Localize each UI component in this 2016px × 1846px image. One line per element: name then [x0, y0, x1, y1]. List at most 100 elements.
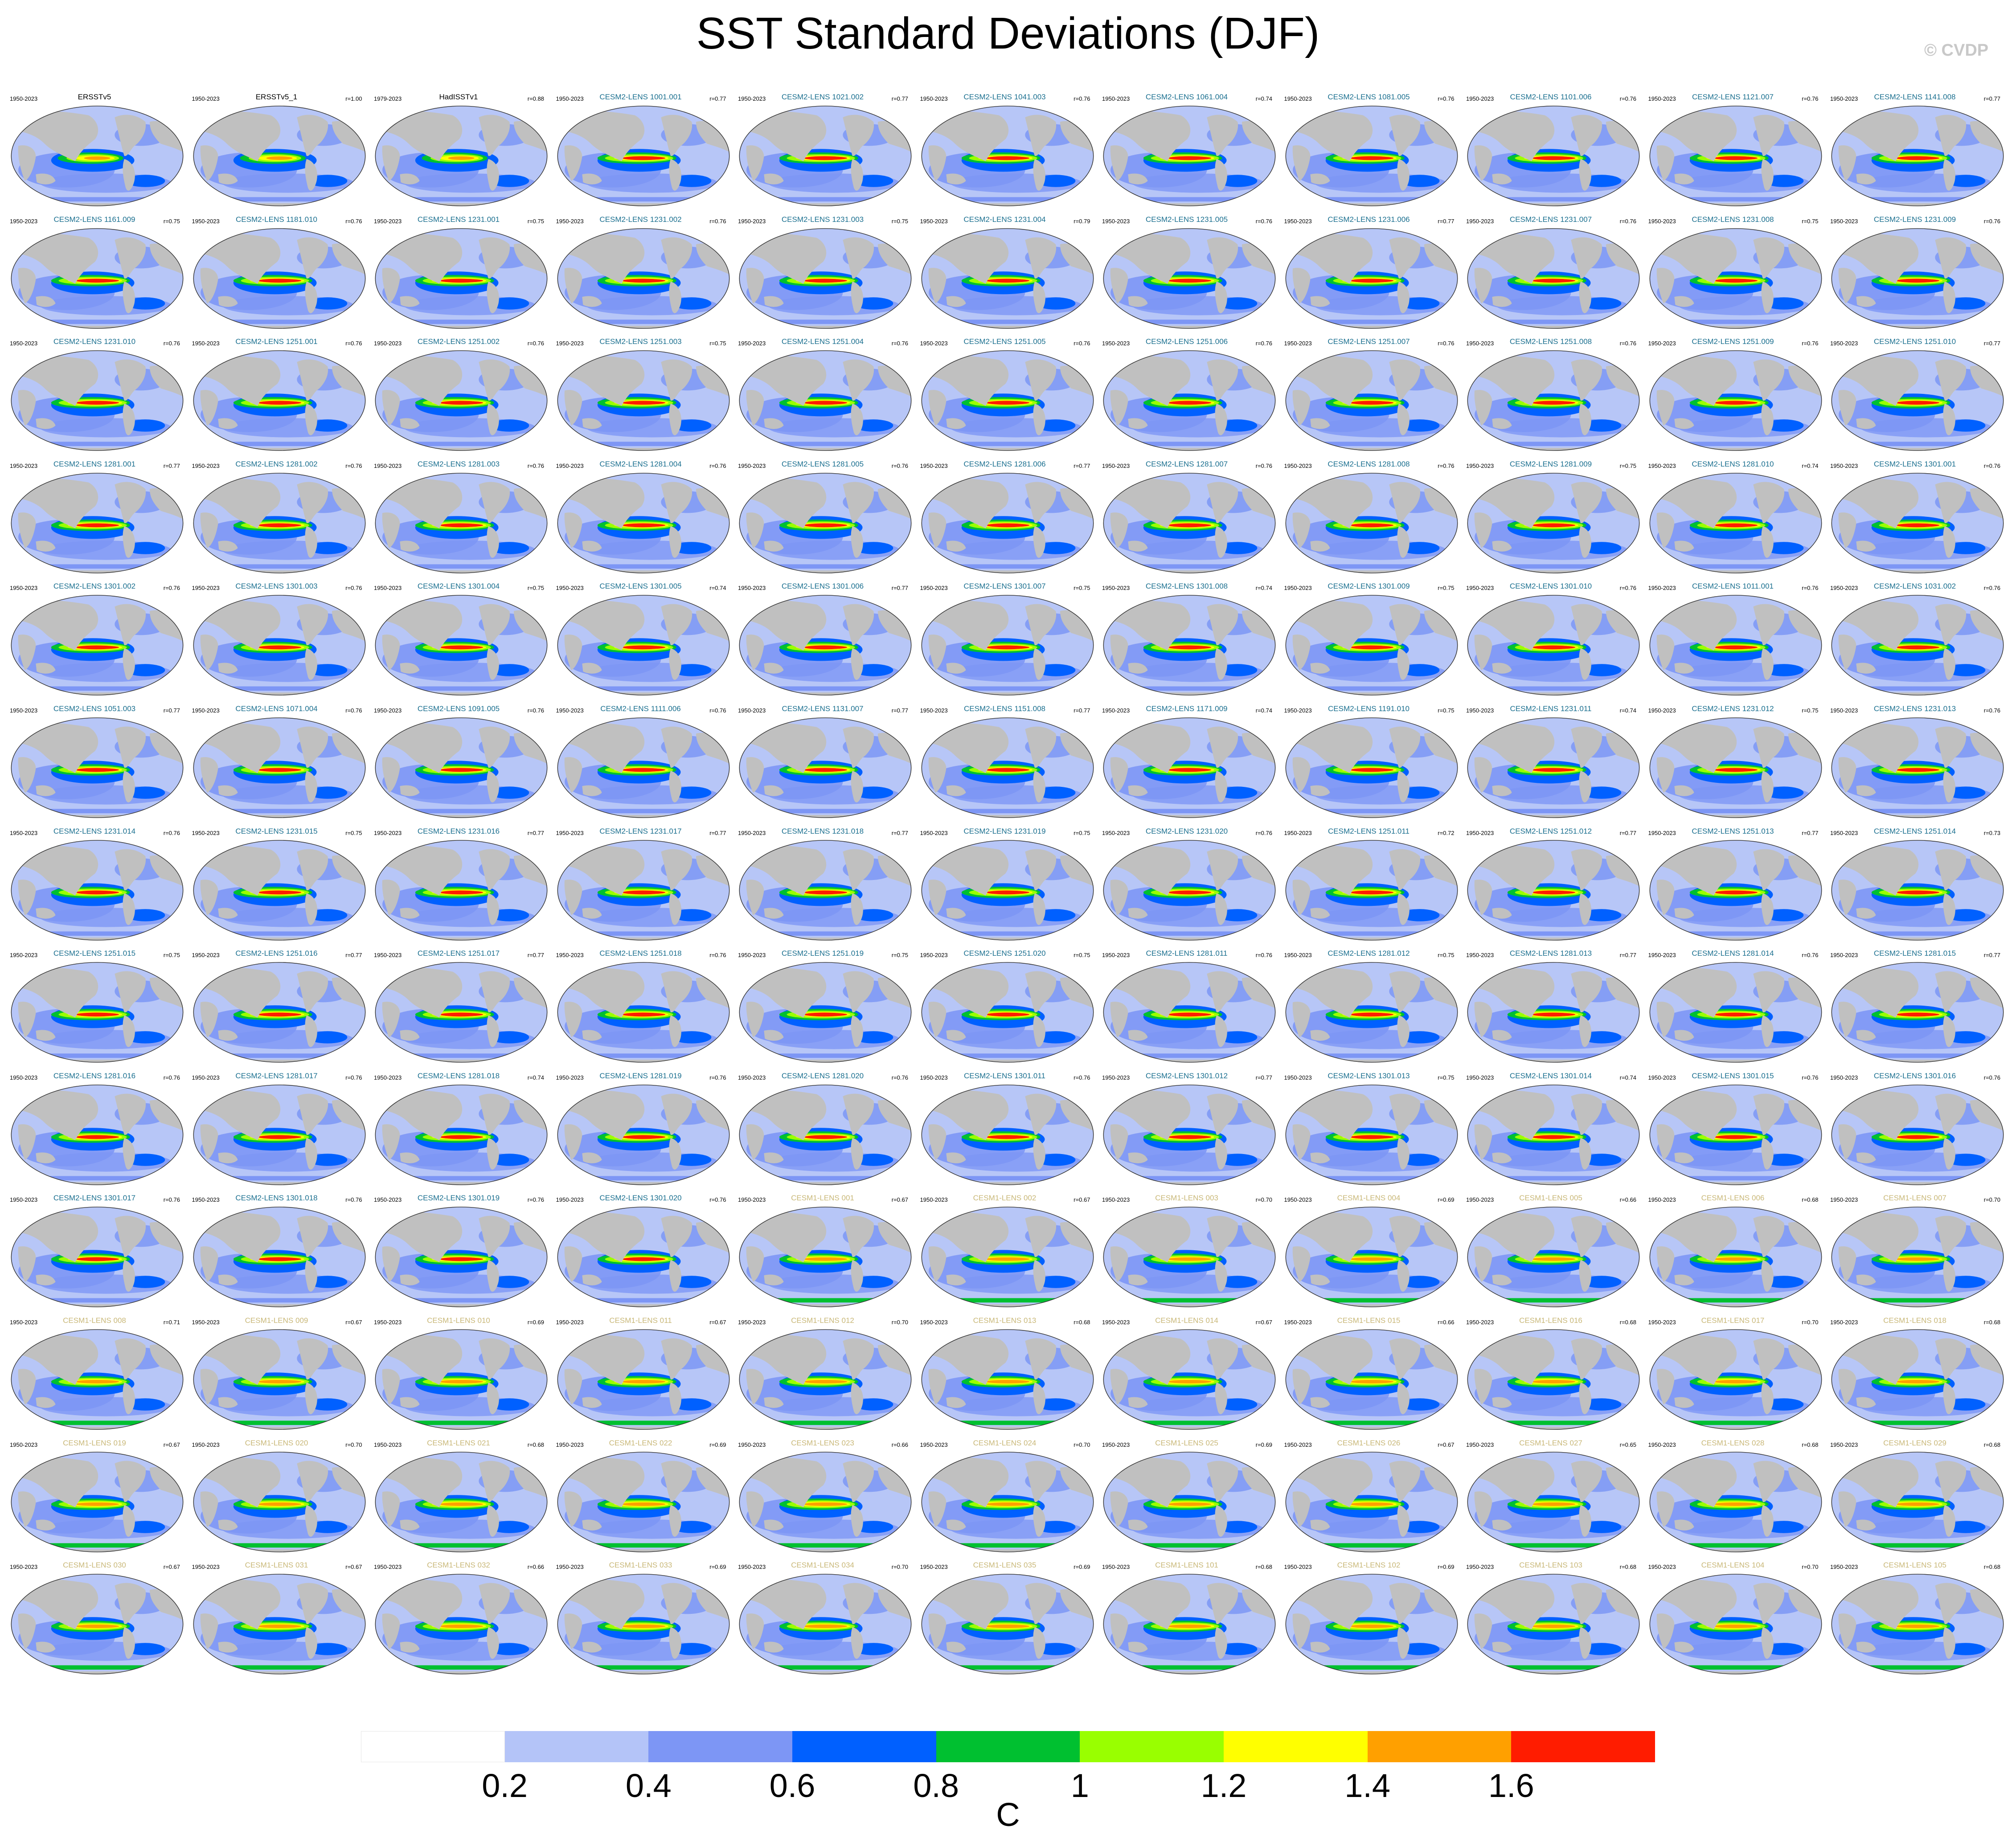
map-panel: 1950-2023 CESM2-LENS 1301.003 r=0.76: [186, 578, 368, 700]
map-panel: 1950-2023 CESM2-LENS 1131.007 r=0.77: [732, 701, 914, 822]
sst-std-map: [375, 839, 548, 941]
panel-pattern-correlation: r=0.76: [345, 1074, 362, 1081]
map-panel: 1950-2023 CESM2-LENS 1231.008 r=0.75: [1642, 212, 1824, 333]
map-panel: 1950-2023 CESM1-LENS 035 r=0.69: [914, 1557, 1096, 1678]
panel-years: 1950-2023: [10, 462, 38, 469]
panel-pattern-correlation: r=0.66: [1438, 1319, 1455, 1326]
sst-std-map: [11, 1329, 184, 1430]
panel-years: 1950-2023: [738, 1196, 766, 1203]
sst-std-map: [921, 1084, 1094, 1185]
sst-std-map: [1285, 717, 1458, 818]
map-panel: 1950-2023 CESM1-LENS 018 r=0.68: [1824, 1313, 2006, 1434]
panel-pattern-correlation: r=0.77: [891, 95, 908, 102]
panel-pattern-correlation: r=0.74: [1619, 707, 1636, 714]
panel-name: CESM2-LENS 1251.013: [1692, 827, 1774, 835]
sst-std-map: [1467, 350, 1640, 451]
sst-std-map: [193, 717, 365, 818]
panel-years: 1950-2023: [1830, 217, 1858, 225]
panel-name: CESM2-LENS 1251.010: [1873, 337, 1956, 346]
panel-years: 1950-2023: [374, 952, 402, 959]
panel-pattern-correlation: r=0.75: [345, 829, 362, 836]
panel-pattern-correlation: r=0.76: [1438, 462, 1455, 469]
panel-name: CESM2-LENS 1231.009: [1873, 215, 1956, 224]
panel-name: CESM2-LENS 1301.008: [1145, 582, 1228, 591]
sst-std-map: [1831, 472, 2004, 573]
panel-pattern-correlation: r=0.76: [891, 462, 908, 469]
panel-name: CESM2-LENS 1281.010: [1692, 459, 1774, 468]
sst-std-map: [1649, 1329, 1822, 1430]
map-panel: 1950-2023 CESM1-LENS 017 r=0.70: [1642, 1313, 1824, 1434]
map-panel: 1950-2023 CESM2-LENS 1281.020 r=0.76: [732, 1068, 914, 1189]
colorbar-swatch: [504, 1731, 649, 1762]
panel-name: CESM1-LENS 028: [1701, 1438, 1765, 1447]
panel-years: 1950-2023: [920, 95, 948, 102]
panel-name: CESM2-LENS 1281.013: [1509, 949, 1592, 958]
map-panel: 1950-2023 CESM2-LENS 1081.005 r=0.76: [1278, 89, 1460, 210]
panel-name: ERSSTv5_1: [255, 93, 298, 101]
panel-name: CESM2-LENS 1301.017: [53, 1194, 136, 1203]
panel-pattern-correlation: r=0.76: [345, 340, 362, 347]
map-panel: 1950-2023 CESM2-LENS 1301.015 r=0.76: [1642, 1068, 1824, 1189]
panel-pattern-correlation: r=0.75: [1802, 707, 1819, 714]
panel-pattern-correlation: r=0.72: [1438, 829, 1455, 836]
panel-pattern-correlation: r=0.66: [891, 1441, 908, 1448]
panel-years: 1950-2023: [556, 952, 584, 959]
map-panel: 1950-2023 CESM1-LENS 034 r=0.70: [732, 1557, 914, 1678]
panel-name: CESM1-LENS 018: [1883, 1316, 1946, 1325]
panel-years: 1950-2023: [920, 952, 948, 959]
panel-years: 1950-2023: [556, 1196, 584, 1203]
panel-years: 1950-2023: [556, 340, 584, 347]
panel-pattern-correlation: r=0.76: [1074, 95, 1090, 102]
panel-pattern-correlation: r=0.76: [527, 1196, 544, 1203]
panel-name: CESM2-LENS 1281.008: [1328, 459, 1410, 468]
map-panel: 1950-2023 CESM2-LENS 1251.019 r=0.75: [732, 946, 914, 1067]
panel-years: 1950-2023: [1102, 952, 1130, 959]
sst-std-map: [739, 717, 912, 818]
map-panel: 1950-2023 CESM2-LENS 1301.005 r=0.74: [550, 578, 732, 700]
sst-std-map: [921, 962, 1094, 1063]
sst-std-map: [193, 595, 365, 696]
panel-name: CESM1-LENS 011: [609, 1316, 672, 1325]
panel-name: CESM2-LENS 1281.012: [1328, 949, 1410, 958]
panel-years: 1950-2023: [1284, 1319, 1312, 1326]
map-panel: 1950-2023 CESM1-LENS 022 r=0.69: [550, 1435, 732, 1556]
sst-std-map: [1649, 228, 1822, 329]
sst-std-map: [739, 1207, 912, 1308]
sst-std-map: [1831, 962, 2004, 1063]
map-panel: 1950-2023 CESM2-LENS 1191.010 r=0.75: [1278, 701, 1460, 822]
panel-pattern-correlation: r=0.76: [163, 1074, 180, 1081]
panel-years: 1950-2023: [1284, 217, 1312, 225]
panel-years: 1950-2023: [1466, 1441, 1494, 1448]
panel-pattern-correlation: r=0.74: [1255, 585, 1272, 592]
panel-name: CESM2-LENS 1101.006: [1510, 93, 1592, 101]
panel-name: CESM2-LENS 1281.003: [417, 459, 500, 468]
panel-pattern-correlation: r=0.77: [163, 462, 180, 469]
map-panel: 1950-2023 CESM2-LENS 1101.006 r=0.76: [1460, 89, 1642, 210]
sst-std-map: [1831, 106, 2004, 206]
panel-pattern-correlation: r=0.76: [1619, 95, 1636, 102]
sst-std-map: [1649, 1574, 1822, 1674]
panel-name: CESM2-LENS 1141.008: [1874, 93, 1956, 101]
panel-name: CESM2-LENS 1231.014: [53, 827, 136, 835]
panel-pattern-correlation: r=0.77: [891, 585, 908, 592]
sst-std-map: [193, 1451, 365, 1552]
panel-pattern-correlation: r=0.76: [1255, 952, 1272, 959]
panel-years: 1950-2023: [192, 829, 220, 836]
sst-std-map: [375, 595, 548, 696]
panel-name: CESM2-LENS 1251.011: [1328, 827, 1410, 835]
sst-std-map: [1467, 1084, 1640, 1185]
sst-std-map: [1649, 595, 1822, 696]
panel-years: 1950-2023: [1648, 1196, 1676, 1203]
sst-std-map: [557, 839, 729, 941]
panel-pattern-correlation: r=0.70: [1802, 1319, 1819, 1326]
panel-name: CESM1-LENS 104: [1701, 1561, 1765, 1570]
map-panel: 1950-2023 CESM2-LENS 1281.007 r=0.76: [1096, 456, 1278, 577]
panel-years: 1950-2023: [374, 1074, 402, 1081]
panel-years: 1950-2023: [920, 829, 948, 836]
panel-years: 1950-2023: [556, 217, 584, 225]
panel-pattern-correlation: r=0.70: [1255, 1196, 1272, 1203]
panel-name: CESM1-LENS 023: [791, 1438, 854, 1447]
panel-years: 1950-2023: [10, 707, 38, 714]
panel-years: 1950-2023: [1102, 217, 1130, 225]
map-panel: 1950-2023 CESM2-LENS 1251.015 r=0.75: [4, 946, 185, 1067]
